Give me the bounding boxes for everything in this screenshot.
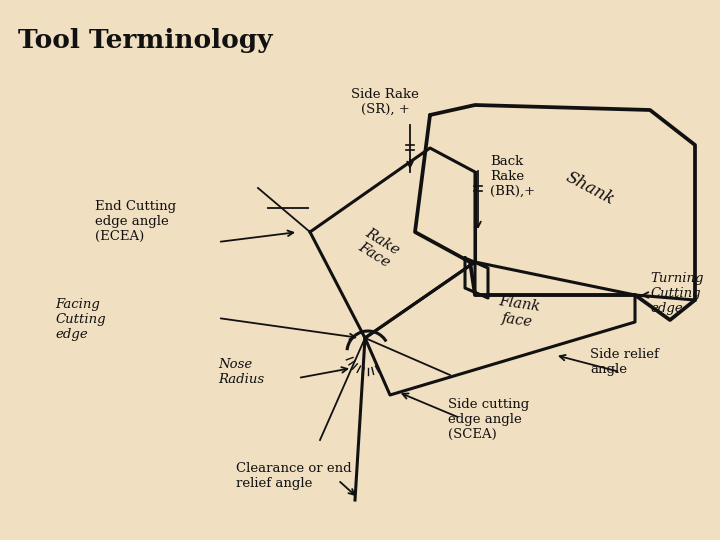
Text: Nose
Radius: Nose Radius xyxy=(218,358,264,386)
Text: Flank
face: Flank face xyxy=(495,294,541,330)
Text: Facing
Cutting
edge: Facing Cutting edge xyxy=(55,298,106,341)
Text: Side relief
angle: Side relief angle xyxy=(590,348,659,376)
Text: Side Rake
(SR), +: Side Rake (SR), + xyxy=(351,88,419,116)
Text: Turning
Cutting
edge: Turning Cutting edge xyxy=(650,272,703,315)
Text: Side cutting
edge angle
(SCEA): Side cutting edge angle (SCEA) xyxy=(448,398,529,441)
Text: Rake
Face: Rake Face xyxy=(354,225,402,271)
Text: Shank: Shank xyxy=(562,168,617,208)
Text: Clearance or end
relief angle: Clearance or end relief angle xyxy=(236,462,351,490)
Text: Back
Rake
(BR),+: Back Rake (BR),+ xyxy=(490,155,535,198)
Text: Tool Terminology: Tool Terminology xyxy=(18,28,272,53)
Text: End Cutting
edge angle
(ECEA): End Cutting edge angle (ECEA) xyxy=(95,200,176,243)
